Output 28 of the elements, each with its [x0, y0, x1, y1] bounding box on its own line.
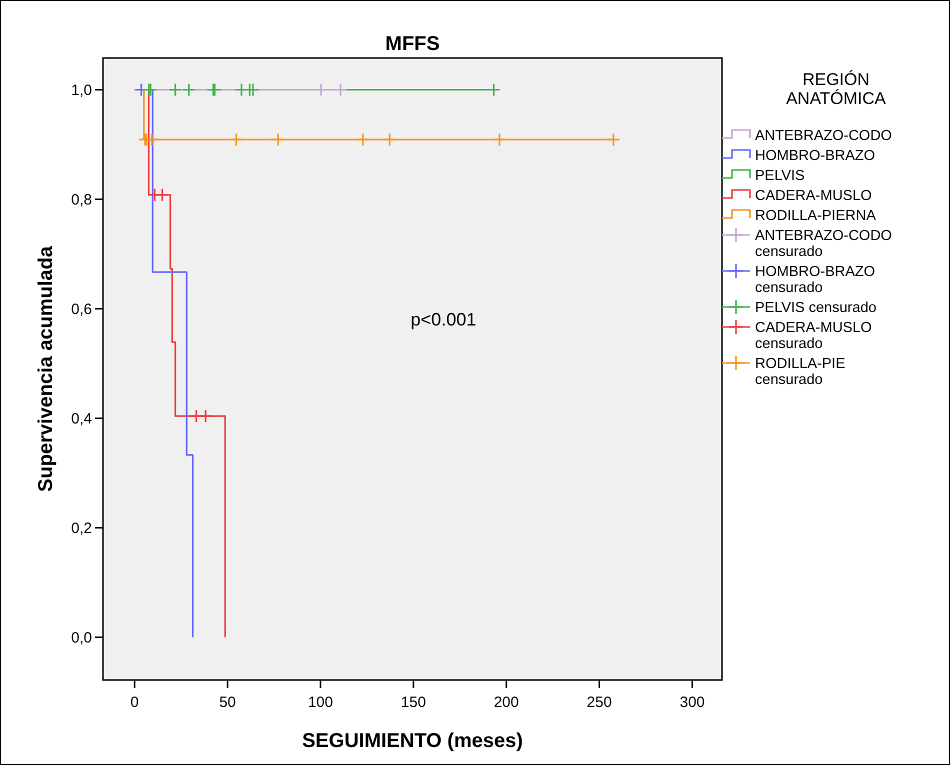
x-tick-label: 250	[586, 694, 612, 711]
x-tick-label: 50	[219, 694, 236, 711]
x-tick-label: 150	[400, 694, 426, 711]
legend-label: PELVIS	[755, 168, 805, 184]
x-tick-label: 300	[680, 694, 705, 711]
legend-label: RODILLA-PIERNA	[755, 208, 876, 224]
legend-title: REGIÓN ANATÓMICA	[786, 70, 887, 108]
legend-label: RODILLA-PIE censurado	[755, 356, 846, 388]
y-tick-label: 0,2	[71, 520, 92, 537]
annotation: p<0.001	[410, 309, 476, 330]
y-tick-label: 0,0	[71, 629, 92, 646]
legend-label: HOMBRO-BRAZO	[755, 148, 876, 164]
y-tick-label: 0,6	[71, 300, 92, 318]
y-tick-label: 0,8	[71, 191, 92, 208]
legend-label: CADERA-MUSLO censurado	[755, 320, 872, 352]
y-tick-label: 1,0	[71, 82, 92, 99]
legend-label: HOMBRO-BRAZO censurado	[755, 264, 876, 296]
legend-label: ANTEBRAZO-CODO	[755, 128, 892, 144]
legend-label: ANTEBRAZO-CODO censurado	[755, 228, 892, 260]
x-tick-label: 0	[130, 694, 139, 711]
legend-label: PELVIS censurado	[755, 300, 876, 316]
y-axis-title: Supervivencia acumulada	[35, 245, 57, 492]
x-tick-label: 100	[308, 694, 333, 711]
x-axis-title: SEGUIMIENTO (meses)	[302, 730, 523, 752]
y-tick-label: 0,4	[71, 410, 92, 428]
x-tick-label: 200	[494, 694, 519, 711]
legend-label: CADERA-MUSLO	[755, 188, 872, 204]
chart-title: MFFS	[385, 33, 440, 55]
